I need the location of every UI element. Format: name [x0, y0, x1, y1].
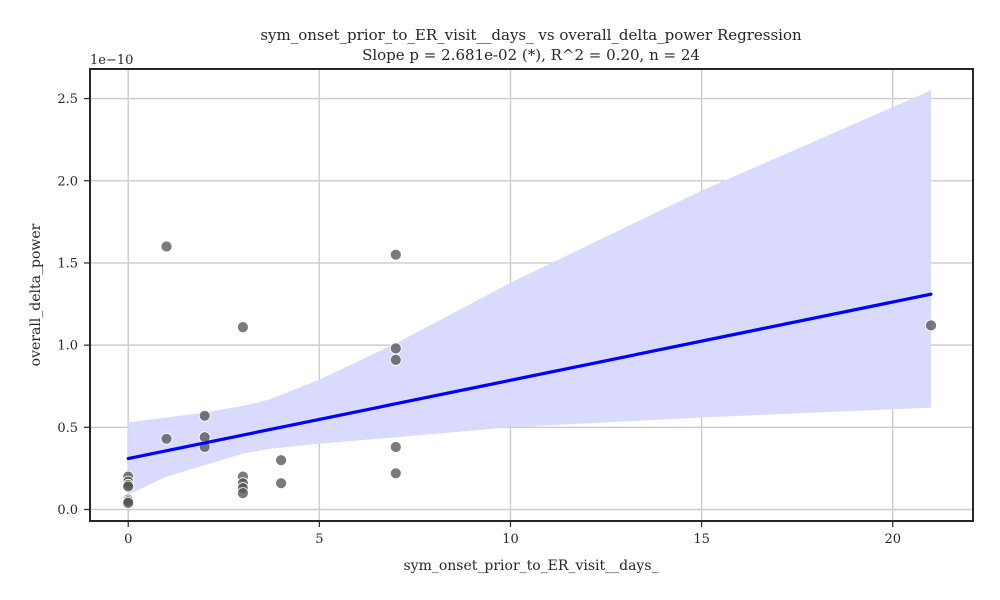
y-tick-label: 0.0 — [57, 503, 78, 518]
data-point — [925, 319, 937, 332]
chart-title: sym_onset_prior_to_ER_visit__days_ vs ov… — [260, 26, 802, 44]
chart-subtitle: Slope p = 2.681e-02 (*), R^2 = 0.20, n =… — [362, 46, 700, 64]
x-axis-label: sym_onset_prior_to_ER_visit__days_ — [403, 558, 658, 574]
data-point — [275, 477, 288, 490]
x-tick-label: 15 — [693, 532, 710, 547]
y-offset-label: 1e−10 — [90, 53, 133, 68]
data-point — [160, 432, 173, 445]
data-point — [275, 454, 288, 467]
data-point — [236, 487, 249, 500]
x-tick-label: 20 — [884, 532, 901, 547]
data-point — [389, 353, 402, 366]
x-tick-label: 10 — [502, 532, 519, 547]
y-tick-label: 0.5 — [57, 421, 78, 436]
confidence-band — [128, 90, 931, 495]
data-point — [389, 441, 402, 453]
x-tick-label: 0 — [124, 532, 132, 547]
data-point — [236, 321, 249, 334]
data-point — [389, 467, 402, 480]
y-tick-label: 2.5 — [57, 92, 78, 107]
data-point — [122, 480, 135, 493]
y-tick-label: 2.0 — [57, 174, 78, 189]
data-point — [198, 409, 211, 422]
x-tick-label: 5 — [315, 532, 323, 547]
plot-frame — [89, 68, 974, 522]
data-point — [160, 240, 173, 253]
y-axis-label: overall_delta_power — [28, 223, 44, 366]
data-point — [122, 496, 135, 509]
y-tick-label: 1.5 — [57, 256, 78, 271]
data-point — [389, 342, 402, 355]
plot-area: 0 5 10 15 20 0.0 0.5 1.0 1.5 2.0 2.5 — [57, 68, 974, 547]
regression-line — [126, 292, 933, 461]
data-point — [389, 248, 402, 261]
y-tick-label: 1.0 — [57, 339, 78, 354]
